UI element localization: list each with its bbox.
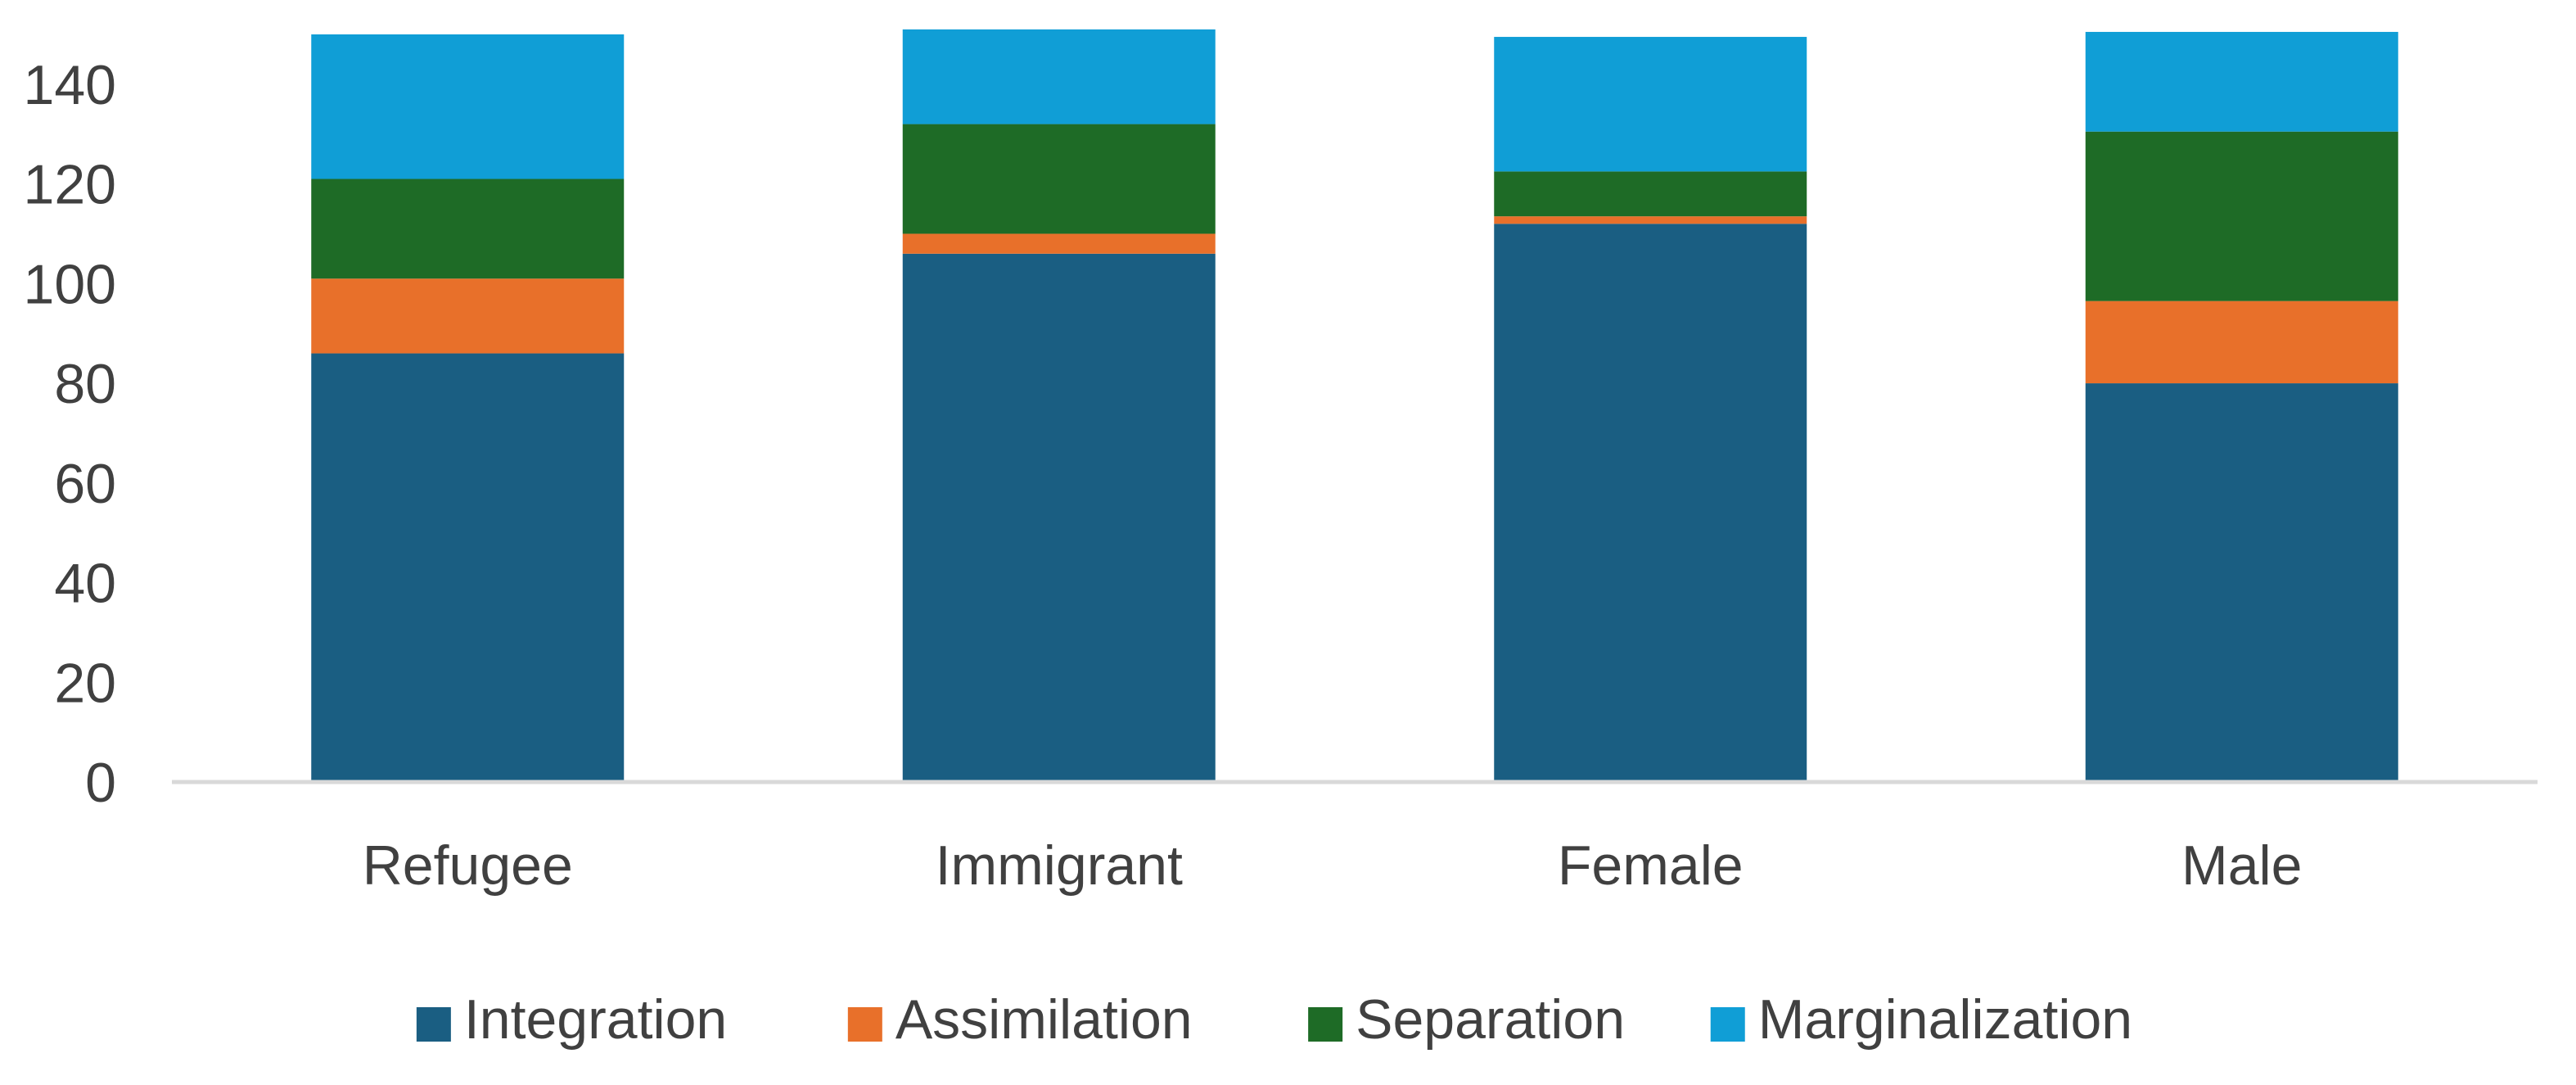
- x-category-label: Female: [1558, 834, 1744, 897]
- x-category-label: Male: [2181, 834, 2302, 897]
- bar-segment-separation-immigrant: [902, 124, 1216, 234]
- y-tick-label: 60: [54, 453, 116, 515]
- legend-label-integration: Integration: [464, 988, 727, 1051]
- bar-segment-integration-female: [1494, 224, 1807, 782]
- y-tick-label: 120: [24, 154, 116, 216]
- y-tick-label: 140: [24, 54, 116, 116]
- bar-segment-separation-refugee: [311, 179, 625, 279]
- bar-segment-integration-immigrant: [902, 253, 1216, 782]
- bar-segment-marginalization-refugee: [311, 34, 625, 179]
- legend-swatch-integration: [416, 1007, 451, 1042]
- bar-segment-marginalization-immigrant: [902, 29, 1216, 124]
- y-tick-label: 100: [24, 253, 116, 315]
- y-tick-label: 0: [85, 752, 116, 814]
- bar-segment-assimilation-refugee: [311, 278, 625, 354]
- y-tick-label: 40: [54, 553, 116, 615]
- legend: Integration Assimilation Separation Margina…: [416, 988, 2132, 1051]
- bar-segment-integration-refugee: [311, 353, 625, 783]
- legend-swatch-separation: [1308, 1007, 1343, 1042]
- x-category-label: Refugee: [363, 834, 573, 897]
- bar-segment-assimilation-immigrant: [902, 233, 1216, 254]
- legend-swatch-marginalization: [1710, 1007, 1745, 1042]
- y-tick-label: 80: [54, 353, 116, 415]
- x-axis-category-labels: Refugee Immigrant Female Male: [363, 834, 2303, 897]
- legend-label-marginalization: Marginalization: [1758, 988, 2132, 1051]
- bar-segment-separation-male: [2085, 131, 2398, 301]
- legend-swatch-assimilation: [847, 1007, 882, 1042]
- bar-segment-marginalization-male: [2085, 31, 2398, 132]
- bar-segment-assimilation-female: [1494, 216, 1807, 224]
- y-axis-ticks: 0 20 40 60 80 100 120 140: [24, 54, 116, 814]
- bar-segment-marginalization-female: [1494, 37, 1807, 172]
- bar-segment-assimilation-male: [2085, 301, 2398, 384]
- x-category-label: Immigrant: [936, 834, 1183, 897]
- legend-label-assimilation: Assimilation: [896, 988, 1193, 1051]
- bar-segment-integration-male: [2085, 383, 2398, 782]
- y-tick-label: 20: [54, 652, 116, 714]
- legend-label-separation: Separation: [1356, 988, 1625, 1051]
- bar-segment-separation-female: [1494, 171, 1807, 217]
- bars-group: [311, 29, 2398, 783]
